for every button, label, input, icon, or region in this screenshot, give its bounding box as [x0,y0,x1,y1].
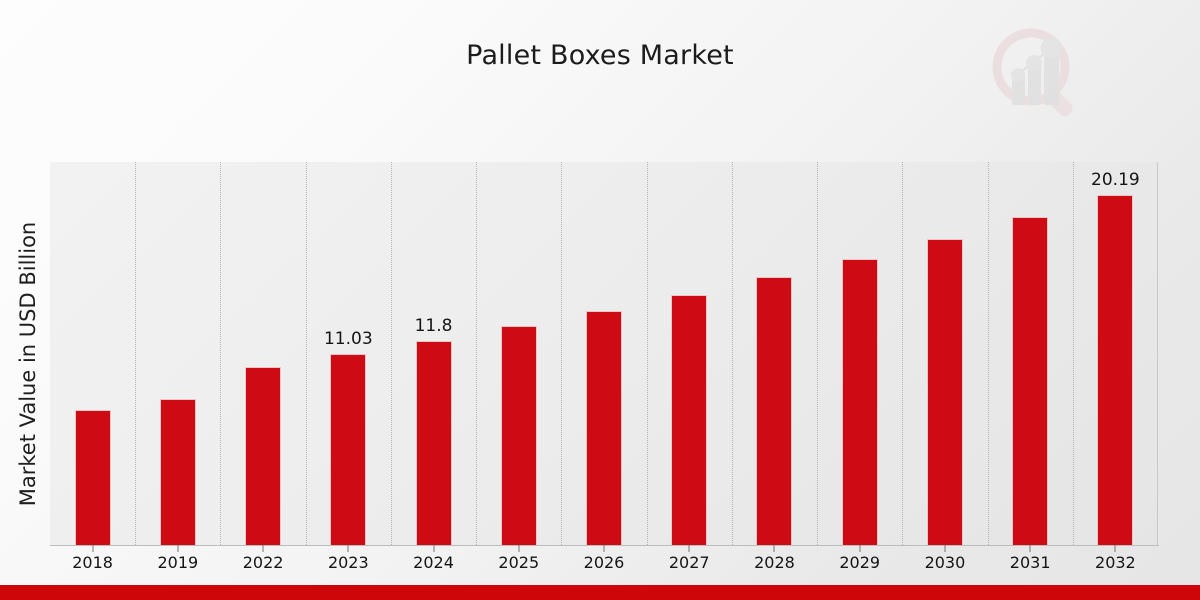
x-tick-mark [944,545,946,552]
plot-area [50,162,1158,545]
x-tick-label-2022: 2022 [242,553,284,572]
x-tick-mark [92,545,94,552]
x-axis-line [50,545,1159,546]
gridline [135,162,137,545]
bar-2025 [500,325,537,545]
bar-2022 [245,367,282,545]
x-tick-label-2019: 2019 [157,553,199,572]
x-tick-label-2025: 2025 [498,553,540,572]
x-tick-mark [1029,545,1031,552]
x-tick-mark [1114,545,1116,552]
x-tick-mark [262,545,264,552]
x-tick-label-2027: 2027 [668,553,710,572]
footer-band [0,585,1200,600]
bar-2019 [159,398,196,545]
bar-2029 [841,259,878,545]
x-tick-mark [603,545,605,552]
gridline [220,162,222,545]
x-tick-label-2024: 2024 [413,553,454,572]
gridline [390,162,392,545]
page-title: Pallet Boxes Market [466,40,734,71]
gridline [561,162,563,545]
x-tick-label-2023: 2023 [327,553,369,572]
gridline [305,162,307,545]
bar-2023 [330,353,367,545]
gridline [902,162,904,545]
x-tick-mark [688,545,690,552]
x-tick-label-2032: 2032 [1095,553,1136,572]
gridline [987,162,989,545]
bar-2031 [1012,216,1049,545]
bar-2032 [1097,195,1134,545]
x-tick-mark [518,545,520,552]
magnifier-bar-chart-logo [982,22,1090,126]
x-tick-label-2031: 2031 [1009,553,1051,572]
bar-2026 [586,311,622,545]
x-tick-label-2029: 2029 [839,553,881,572]
x-tick-mark [177,545,179,552]
x-tick-mark [433,545,435,552]
gridline [476,162,478,545]
x-tick-label-2030: 2030 [924,553,966,572]
gridline [731,162,733,545]
y-axis-title: Market Value in USD Billion [16,221,40,507]
gridline [1072,162,1074,545]
bar-2024 [415,340,452,545]
gridline [646,162,648,545]
x-tick-label-2018: 2018 [72,553,113,572]
x-tick-label-2026: 2026 [583,553,625,572]
bar-value-label-2024: 11.8 [414,315,453,336]
bar-2028 [756,277,793,545]
bar-value-label-2032: 20.19 [1091,170,1140,191]
bar-value-label-2023: 11.03 [323,328,373,349]
x-tick-mark [859,545,861,552]
x-tick-label-2028: 2028 [754,553,795,572]
x-tick-mark [347,545,349,552]
x-tick-mark [773,545,775,552]
bar-2018 [74,409,111,545]
bar-2027 [671,295,708,545]
bar-2030 [926,238,963,545]
gridline [817,162,819,545]
